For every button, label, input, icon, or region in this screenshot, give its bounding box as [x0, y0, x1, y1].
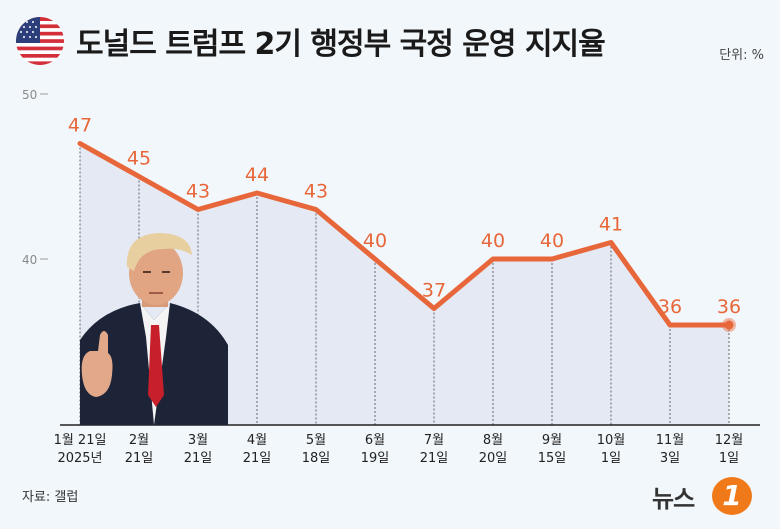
source-label: 자료: 갤럽	[22, 490, 79, 505]
x-tick-label: 9월	[542, 433, 562, 448]
x-tick-label: 1월 21일	[54, 433, 107, 448]
logo-text: 뉴스	[652, 485, 695, 513]
data-label: 40	[481, 230, 505, 252]
unit-label: 단위: %	[719, 48, 764, 63]
x-tick-label: 12월	[715, 433, 744, 448]
end-marker	[724, 320, 734, 330]
x-tick-label: 4월	[247, 433, 267, 448]
x-tick-label: 21일	[184, 451, 213, 466]
data-label: 43	[304, 181, 328, 203]
data-label: 45	[127, 148, 151, 170]
x-tick-label: 7월	[424, 433, 444, 448]
news1-logo: 뉴스 1	[652, 473, 768, 517]
x-tick-label: 15일	[538, 451, 567, 466]
x-tick-label: 1일	[601, 451, 621, 466]
data-label: 43	[186, 181, 210, 203]
approval-chart: 40 50 47 45 43 44 43 40 37 40 40 41 36 36 1월 21일 2025년 2…	[22, 88, 760, 466]
logo-mark-icon: 1	[712, 477, 752, 515]
x-tick-label: 6월	[365, 433, 385, 448]
chart-title: 도널드 트럼프 2기 행정부 국정 운영 지지율	[76, 27, 606, 62]
data-label: 36	[658, 296, 682, 318]
data-label: 44	[245, 164, 269, 186]
x-tick-label: 11월	[656, 433, 685, 448]
data-label: 36	[717, 296, 741, 318]
x-tick-label: 1일	[719, 451, 739, 466]
x-tick-label: 2025년	[57, 451, 102, 466]
logo-mark-text: 1	[722, 479, 742, 512]
data-label: 40	[540, 230, 564, 252]
x-tick-label: 18일	[302, 451, 331, 466]
x-tick-label: 19일	[361, 451, 390, 466]
x-tick-label: 21일	[125, 451, 154, 466]
x-tick-label: 20일	[479, 451, 508, 466]
x-tick-label: 21일	[420, 451, 449, 466]
header: 도널드 트럼프 2기 행정부 국정 운영 지지율 단위: %	[0, 0, 780, 80]
x-tick-label: 8월	[483, 433, 503, 448]
data-label: 37	[422, 280, 446, 302]
data-label: 40	[363, 230, 387, 252]
data-label: 41	[599, 214, 623, 236]
x-tick-label: 21일	[243, 451, 272, 466]
data-label: 47	[68, 115, 92, 137]
x-tick-label: 5월	[306, 433, 326, 448]
person-photo	[80, 225, 228, 425]
series-line	[77, 141, 732, 328]
x-tick-label: 3일	[660, 451, 680, 466]
y-tick-label: 40	[22, 253, 37, 267]
y-tick-label: 50	[22, 88, 37, 102]
x-tick-label: 3월	[188, 433, 208, 448]
x-tick-label: 2월	[129, 433, 149, 448]
x-tick-label: 10월	[597, 433, 626, 448]
